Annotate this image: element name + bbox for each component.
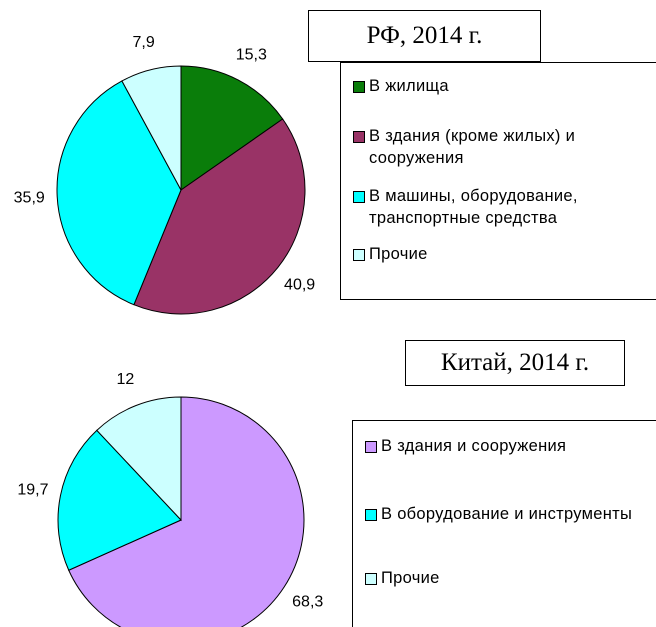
legend-label: В здания и сооружения bbox=[381, 437, 567, 455]
pie-slice bbox=[180, 65, 284, 191]
legend-item: В здания и сооружения bbox=[363, 435, 655, 457]
pie-slice bbox=[96, 396, 182, 522]
legend-label: Прочие bbox=[369, 245, 428, 263]
legend-swatch bbox=[365, 509, 377, 521]
legend-swatch bbox=[353, 81, 365, 93]
chart-title: РФ, 2014 г. bbox=[308, 10, 541, 62]
legend-label: Прочие bbox=[381, 569, 440, 587]
legend-label: В оборудование и инструменты bbox=[381, 505, 633, 523]
data-label: 15,3 bbox=[236, 46, 267, 63]
legend-label: В машины, оборудование, транспортные сре… bbox=[369, 187, 578, 227]
legend: В жилища В здания (кроме жилых) и сооруже… bbox=[340, 62, 656, 300]
legend: В здания и сооружения В оборудование и ин… bbox=[352, 420, 656, 627]
legend-item: В жилища bbox=[351, 75, 653, 97]
data-label: 12 bbox=[117, 371, 135, 388]
pie-slice bbox=[133, 118, 306, 315]
legend-swatch bbox=[353, 249, 365, 261]
legend-item: В оборудование и инструменты bbox=[363, 503, 655, 525]
legend-swatch bbox=[353, 131, 365, 143]
legend-label: В жилища bbox=[369, 77, 449, 95]
data-label: 19,7 bbox=[17, 482, 48, 499]
legend-item: В машины, оборудование, транспортные сре… bbox=[351, 185, 653, 229]
data-label: 40,9 bbox=[284, 276, 315, 293]
pie-slice bbox=[57, 429, 182, 571]
legend-label: В здания (кроме жилых) и сооружения bbox=[369, 127, 576, 167]
legend-item: Прочие bbox=[363, 567, 655, 589]
data-label: 7,9 bbox=[133, 34, 155, 51]
pie-slice bbox=[121, 65, 182, 191]
legend-item: Прочие bbox=[351, 243, 653, 265]
data-label: 68,3 bbox=[292, 593, 323, 610]
data-label: 35,9 bbox=[14, 189, 45, 206]
chart-title: Китай, 2014 г. bbox=[405, 340, 625, 386]
pie-slice bbox=[68, 396, 305, 627]
legend-item: В здания (кроме жилых) и сооружения bbox=[351, 125, 653, 169]
legend-swatch bbox=[353, 191, 365, 203]
legend-swatch bbox=[365, 441, 377, 453]
pie-slice bbox=[56, 80, 182, 306]
legend-swatch bbox=[365, 573, 377, 585]
